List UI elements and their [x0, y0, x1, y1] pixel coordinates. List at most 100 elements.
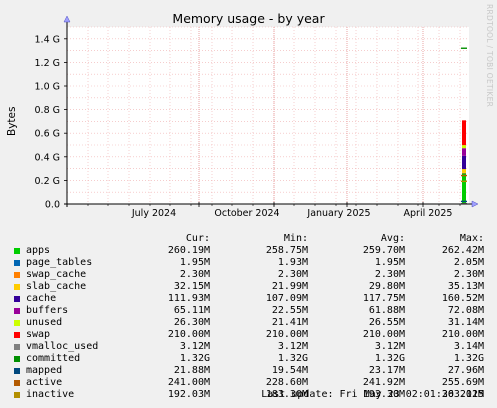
legend-swatch [14, 284, 20, 290]
legend-series-name: swap_cache [26, 269, 87, 280]
legend-avg-value: 210.00M [362, 329, 405, 340]
legend-row-page_tables: page_tables 1.95M 1.93M 1.95M 2.05M [12, 257, 484, 269]
stack-swap_cache [462, 172, 466, 174]
legend-max-value: 31.14M [447, 317, 484, 328]
legend-min-value: 21.41M [271, 317, 308, 328]
grid-lines [67, 26, 469, 204]
y-tick-label: 0.2 G [35, 176, 61, 187]
header-avg: Avg: [380, 233, 405, 244]
legend-cur-value: 1.32G [179, 353, 210, 364]
legend-cur-value: 241.00M [167, 377, 210, 388]
y-tick-label: 1.2 G [35, 58, 61, 69]
legend-cur-value: 192.03M [167, 389, 210, 400]
legend-series-name: vmalloc_used [26, 341, 99, 352]
legend-max-value: 72.08M [447, 305, 484, 316]
legend-max-value: 2.05M [453, 257, 484, 268]
legend-min-value: 19.54M [271, 365, 308, 376]
legend-row-active: active 241.00M 228.60M 241.92M 255.69M [12, 377, 484, 389]
x-tick-label: January 2025 [306, 208, 370, 219]
legend-cur-value: 32.15M [173, 281, 210, 292]
legend-series-name: inactive [26, 389, 75, 400]
stack-cache [462, 155, 466, 170]
legend-row-committed: committed 1.32G 1.32G 1.32G 1.32G [12, 353, 484, 365]
plot-area [67, 27, 469, 204]
legend-series-name: mapped [26, 365, 63, 376]
legend-max-value: 160.52M [441, 293, 484, 304]
legend-min-value: 258.75M [265, 245, 308, 256]
legend-row-slab_cache: slab_cache 32.15M 21.99M 29.80M 35.13M [12, 281, 484, 293]
legend-cur-value: 1.95M [179, 257, 210, 268]
legend-avg-value: 117.75M [362, 293, 405, 304]
legend-header: Cur: Min: Avg: Max: [12, 233, 484, 245]
y-tick-label: 0.6 G [35, 129, 61, 140]
legend-swatch [14, 308, 20, 314]
legend-swatch [14, 392, 20, 398]
legend-max-value: 203.11M [441, 389, 484, 400]
stack-unused [462, 145, 466, 149]
legend-cur-value: 65.11M [173, 305, 210, 316]
legend-min-value: 22.55M [271, 305, 308, 316]
legend-swatch [14, 344, 20, 350]
x-tick-label: April 2025 [404, 208, 453, 219]
x-tick-labels: July 2024 October 2024 January 2025 April 2… [131, 208, 453, 219]
legend-swatch [14, 272, 20, 278]
axes [63, 15, 479, 208]
legend-swatch [14, 380, 20, 386]
legend-cur-value: 26.30M [173, 317, 210, 328]
legend-swatch [14, 356, 20, 362]
stack-slab_cache [462, 169, 466, 173]
legend-avg-value: 26.55M [368, 317, 405, 328]
legend-avg-value: 29.80M [368, 281, 405, 292]
legend-swatch [14, 368, 20, 374]
legend-swatch [14, 260, 20, 266]
y-tick-label: 0.8 G [35, 105, 61, 116]
legend-cur-value: 111.93M [167, 293, 210, 304]
chart-title: Memory usage - by year [172, 11, 325, 26]
legend-row-inactive: inactive 192.03M 183.30M 193.30M 203.11M [12, 389, 484, 401]
y-tick-label: 1.4 G [35, 34, 61, 45]
stack-buffers [462, 148, 466, 156]
legend-avg-value: 23.17M [368, 365, 405, 376]
legend-min-value: 1.93M [277, 257, 308, 268]
header-max: Max: [459, 233, 484, 244]
legend-cur-value: 260.19M [167, 245, 210, 256]
y-tick-labels: 0.0 0.2 G 0.4 G 0.6 G 0.8 G 1.0 G 1.2 G 1.4 G [35, 34, 61, 210]
legend-avg-value: 2.30M [374, 269, 405, 280]
legend-max-value: 1.32G [453, 353, 484, 364]
legend-series-name: unused [26, 317, 63, 328]
legend-swatch [14, 248, 20, 254]
y-tick-label: 0.0 [45, 200, 60, 211]
header-cur: Cur: [185, 233, 210, 244]
legend-series-name: swap [26, 329, 51, 340]
legend-cur-value: 210.00M [167, 329, 210, 340]
legend-series-name: buffers [26, 305, 69, 316]
legend-row-swap_cache: swap_cache 2.30M 2.30M 2.30M 2.30M [12, 269, 484, 281]
legend-min-value: 228.60M [265, 377, 308, 388]
legend-series-name: active [26, 377, 63, 388]
legend-cur-value: 21.88M [173, 365, 210, 376]
last-update: Last update: Fri May 23 02:01:36 2025 [261, 389, 484, 400]
legend-cur-value: 2.30M [179, 269, 210, 280]
legend-swatch [14, 320, 20, 326]
legend-avg-value: 259.70M [362, 245, 405, 256]
legend-avg-value: 193.30M [362, 389, 405, 400]
legend-series-name: apps [26, 245, 51, 256]
legend-row-cache: cache 111.93M 107.09M 117.75M 160.52M [12, 293, 484, 305]
memory-chart: 0.0 0.2 G 0.4 G 0.6 G 0.8 G 1.0 G 1.2 G 1.4 G J… [35, 15, 479, 219]
y-tick-label: 1.0 G [35, 82, 61, 93]
legend-max-value: 2.30M [453, 269, 484, 280]
legend-avg-value: 3.12M [374, 341, 405, 352]
legend-min-value: 1.32G [277, 353, 308, 364]
legend: Cur: Min: Avg: Max: apps 260.19M 258.75M 25… [12, 233, 484, 401]
legend-avg-value: 241.92M [362, 377, 405, 388]
legend-max-value: 27.96M [447, 365, 484, 376]
legend-min-value: 3.12M [277, 341, 308, 352]
y-axis-arrow [63, 15, 71, 23]
x-tick-label: July 2024 [131, 208, 176, 219]
legend-min-value: 21.99M [271, 281, 308, 292]
x-tick-label: October 2024 [214, 208, 279, 219]
legend-min-value: 210.00M [265, 329, 308, 340]
legend-max-value: 262.42M [441, 245, 484, 256]
legend-max-value: 210.00M [441, 329, 484, 340]
legend-swatch [14, 296, 20, 302]
